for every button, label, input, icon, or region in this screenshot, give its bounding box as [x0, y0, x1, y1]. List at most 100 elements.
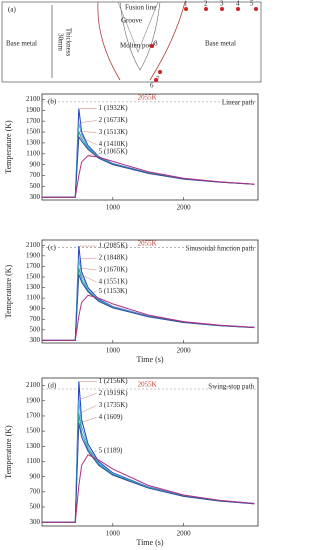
y-tick-label: 1500 [26, 427, 41, 435]
label-leader [79, 393, 97, 400]
series-label: 4 (1609) [99, 413, 124, 421]
y-tick-label: 500 [30, 325, 41, 333]
y-tick-label: 1700 [26, 412, 41, 420]
label-leader [79, 405, 97, 414]
y-axis-label: Temperature (K) [4, 425, 13, 479]
figure: (a) Base metal Base metal 30mm Thickness… [1, 0, 262, 547]
x-tick-label: 2000 [177, 530, 192, 538]
series-line [42, 422, 255, 523]
y-tick-label: 300 [30, 518, 41, 526]
series-label: 1 (2156K) [99, 377, 129, 385]
point-marker [236, 7, 240, 11]
series-label: 3 (1670K) [99, 266, 129, 274]
series-label: 4 (1551K) [99, 278, 129, 286]
y-tick-label: 1300 [26, 139, 41, 147]
base-metal-label: Base metal [6, 40, 37, 48]
y-axis-label: Temperature (K) [4, 120, 13, 174]
series-label: 5 (1189) [99, 446, 123, 454]
x-axis-label: Time (s) [136, 538, 163, 547]
plot-frame [41, 93, 259, 201]
schematic: (a) Base metal Base metal 30mm Thickness… [1, 0, 262, 90]
groove-label: Groove [121, 17, 142, 25]
series-label: 4 (1410K) [99, 140, 129, 148]
chart-title: Sinusoidal function path [186, 245, 255, 253]
y-tick-label: 300 [30, 193, 41, 201]
series-line [42, 274, 255, 341]
y-tick-label: 700 [30, 171, 41, 179]
y-tick-label: 1300 [26, 442, 41, 450]
point-label: 4 [236, 0, 240, 8]
point-marker [154, 78, 158, 82]
point-marker [204, 7, 208, 11]
series-line [42, 258, 255, 341]
points: 1 2 3 4 5 67 8 [150, 0, 258, 90]
series-line [42, 267, 255, 341]
label-leader [88, 151, 97, 156]
series-line [42, 122, 255, 198]
y-tick-label: 2100 [26, 95, 41, 103]
point-marker [150, 44, 154, 48]
plate [1, 1, 262, 83]
series-label: 2 (1848K) [99, 254, 129, 262]
x-tick-label: 1000 [106, 204, 121, 212]
y-tick-label: 1700 [26, 262, 41, 270]
series-line [42, 399, 255, 523]
x-tick-label: 1000 [106, 530, 121, 538]
point-marker [184, 7, 188, 11]
thickness-value: 30mm [56, 33, 64, 51]
label-leader [79, 136, 97, 145]
y-tick-label: 2100 [26, 241, 41, 249]
series-line [42, 454, 255, 523]
y-tick-label: 1900 [26, 396, 41, 404]
point-label: 8 [154, 40, 158, 48]
y-tick-label: 300 [30, 336, 41, 344]
fusion-line-label: Fusion line [125, 4, 156, 12]
y-tick-label: 1900 [26, 251, 41, 259]
plot-frame [41, 239, 259, 344]
series-label: 3 (1513K) [99, 128, 129, 136]
reference-label: 2055K [138, 381, 157, 389]
series-label: 2 (1919K) [99, 389, 129, 397]
series-label: 3 (1735K) [99, 401, 129, 409]
y-tick-label: 700 [30, 315, 41, 323]
y-tick-label: 1300 [26, 283, 41, 291]
label-leader [88, 450, 97, 455]
y-tick-label: 1100 [26, 149, 40, 157]
point-marker [254, 7, 258, 11]
series-label: 5 (1153K) [99, 287, 128, 295]
y-tick-label: 500 [30, 182, 41, 190]
series-line [42, 135, 255, 198]
x-tick-label: 2000 [177, 204, 192, 212]
y-tick-label: 900 [30, 160, 41, 168]
panel-label: (d) [48, 382, 57, 390]
point-marker [220, 7, 224, 11]
groove-lines [117, 1, 159, 53]
series-line [42, 108, 255, 198]
fusion-boundary [97, 1, 186, 81]
y-tick-label: 1500 [26, 273, 41, 281]
y-tick-label: 900 [30, 472, 41, 480]
y-tick-label: 2100 [26, 381, 41, 389]
point-label: 5 [250, 0, 254, 8]
series-line [42, 413, 255, 523]
panel-label: (c) [48, 244, 56, 252]
x-tick-label: 1000 [106, 347, 121, 355]
point-label: 6 [150, 82, 154, 90]
label-leader [79, 267, 97, 271]
point-label: 3 [220, 0, 224, 8]
y-tick-label: 1700 [26, 117, 41, 125]
y-tick-label: 1100 [26, 457, 40, 465]
y-tick-label: 500 [30, 503, 41, 511]
x-axis-label: Time (s) [136, 355, 163, 364]
label-leader [79, 417, 97, 424]
y-tick-label: 1500 [26, 128, 41, 136]
base-metal-label: Base metal [205, 40, 236, 48]
panel-label: (a) [8, 6, 16, 14]
reference-label: 2055K [138, 93, 157, 101]
point-marker [158, 70, 162, 74]
y-axis-label: Temperature (K) [4, 264, 13, 318]
molten-pool-boundary [119, 1, 161, 71]
label-leader [79, 274, 97, 283]
series-label: 1 (2085K) [99, 242, 129, 250]
